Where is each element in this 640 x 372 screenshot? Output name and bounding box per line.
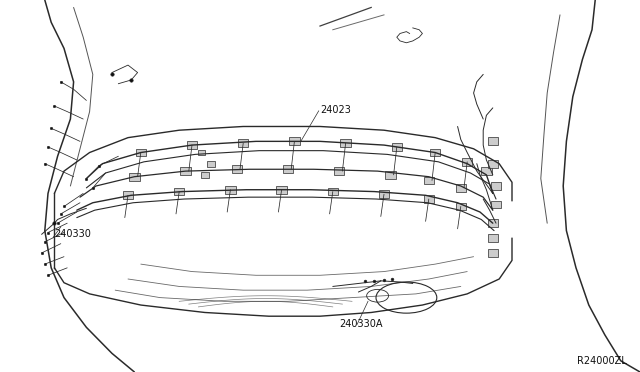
Bar	[491, 201, 501, 208]
Bar	[392, 143, 402, 151]
Bar	[481, 167, 492, 175]
Bar	[456, 184, 466, 192]
Bar	[385, 171, 396, 179]
Bar	[328, 188, 338, 195]
Bar	[136, 149, 146, 156]
Bar	[180, 167, 191, 175]
Bar	[198, 150, 205, 155]
Bar	[340, 140, 351, 147]
Bar	[456, 203, 466, 210]
Bar	[283, 166, 293, 173]
Text: R24000ZL: R24000ZL	[577, 356, 627, 366]
Bar	[488, 234, 498, 242]
Text: 240330: 240330	[54, 230, 92, 239]
Bar	[488, 160, 498, 167]
Bar	[424, 195, 434, 203]
Bar	[334, 167, 344, 175]
Text: 240330A: 240330A	[339, 319, 383, 328]
Bar	[123, 192, 133, 199]
Bar	[187, 141, 197, 149]
Bar	[488, 249, 498, 257]
Bar	[424, 177, 434, 184]
Bar	[129, 173, 140, 180]
Bar	[232, 166, 242, 173]
Bar	[430, 149, 440, 156]
Bar	[174, 188, 184, 195]
Bar	[379, 190, 389, 198]
Bar	[225, 186, 236, 193]
Bar	[289, 138, 300, 145]
Bar	[207, 161, 215, 167]
Bar	[491, 182, 501, 190]
Bar	[201, 172, 209, 178]
Text: 24023: 24023	[320, 105, 351, 115]
Bar	[488, 219, 498, 227]
Bar	[238, 140, 248, 147]
Bar	[488, 138, 498, 145]
Bar	[276, 186, 287, 193]
Bar	[462, 158, 472, 166]
